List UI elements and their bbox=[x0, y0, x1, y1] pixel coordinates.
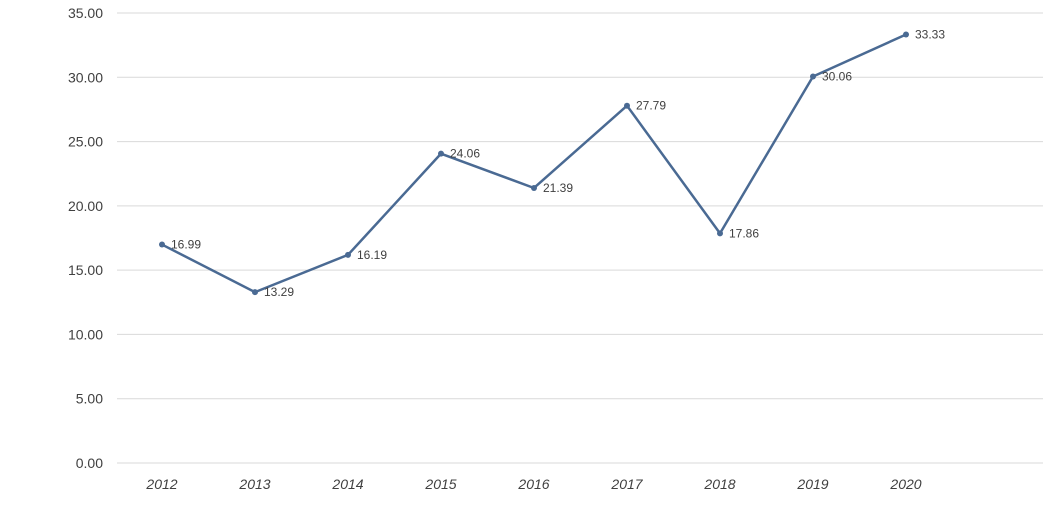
x-tick-label: 2019 bbox=[796, 476, 828, 492]
data-point bbox=[624, 102, 630, 109]
x-tick-label: 2012 bbox=[145, 476, 177, 492]
data-point bbox=[345, 251, 351, 258]
y-tick-label: 15.00 bbox=[68, 262, 103, 278]
x-tick-label: 2014 bbox=[331, 476, 363, 492]
x-tick-label: 2013 bbox=[238, 476, 270, 492]
x-tick-label: 2020 bbox=[889, 476, 921, 492]
y-tick-label: 10.00 bbox=[68, 326, 103, 342]
data-label: 16.99 bbox=[171, 238, 201, 252]
data-point bbox=[903, 31, 909, 38]
data-label: 33.33 bbox=[915, 27, 945, 41]
data-point bbox=[717, 230, 723, 237]
x-tick-label: 2015 bbox=[424, 476, 456, 492]
data-label: 17.86 bbox=[729, 226, 759, 240]
data-label: 16.19 bbox=[357, 248, 387, 262]
y-axis-ticks: 0.00 5.00 10.00 15.00 20.00 25.00 30.00 35.00 bbox=[68, 5, 103, 471]
y-tick-label: 20.00 bbox=[68, 198, 103, 214]
y-tick-label: 30.00 bbox=[68, 69, 103, 85]
gridlines bbox=[117, 12, 1043, 464]
data-point bbox=[810, 73, 816, 80]
y-tick-label: 0.00 bbox=[76, 455, 103, 471]
x-axis-ticks: 2012 2013 2014 2015 2016 2017 2018 2019 2020 bbox=[145, 476, 921, 492]
x-tick-label: 2018 bbox=[703, 476, 735, 492]
data-label: 24.06 bbox=[450, 147, 480, 161]
data-point bbox=[159, 241, 165, 248]
x-tick-label: 2016 bbox=[517, 476, 549, 492]
y-tick-label: 35.00 bbox=[68, 5, 103, 21]
series-line bbox=[161, 33, 907, 294]
data-label: 13.29 bbox=[264, 285, 294, 299]
data-point bbox=[252, 289, 258, 296]
data-point bbox=[438, 150, 444, 157]
data-label: 30.06 bbox=[822, 70, 852, 84]
data-point bbox=[531, 184, 537, 191]
y-tick-label: 5.00 bbox=[76, 391, 103, 407]
series-line-group bbox=[161, 33, 907, 294]
x-tick-label: 2017 bbox=[610, 476, 643, 492]
data-label: 21.39 bbox=[543, 181, 573, 195]
data-points bbox=[159, 31, 909, 296]
y-tick-label: 25.00 bbox=[68, 134, 103, 150]
data-labels: 16.99 13.29 16.19 24.06 21.39 27.79 17.86 30.06… bbox=[171, 27, 945, 299]
data-label: 27.79 bbox=[636, 99, 666, 113]
